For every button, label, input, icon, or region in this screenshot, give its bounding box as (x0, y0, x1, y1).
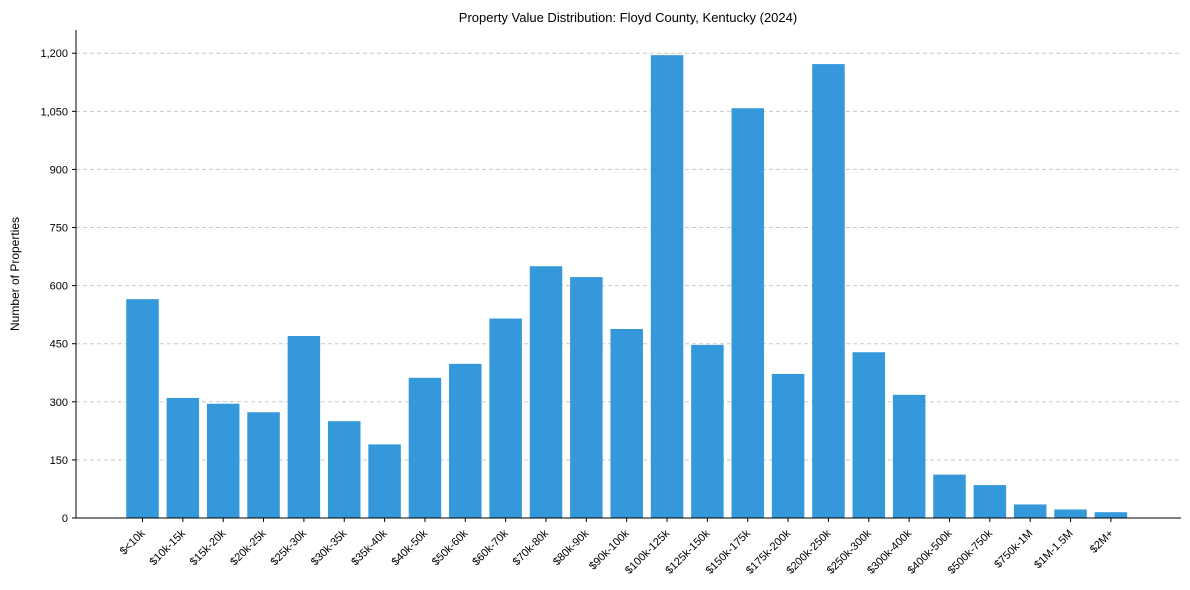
bar (1054, 509, 1087, 518)
bar (368, 444, 401, 518)
bar (126, 299, 159, 518)
x-tick-label: $70k-80k (511, 527, 552, 568)
y-tick-label: 450 (50, 339, 68, 351)
x-tick-label: $30k-35k (309, 527, 350, 568)
x-tick-label: $2M+ (1088, 528, 1116, 556)
x-tick-label: $25k-30k (269, 527, 310, 568)
bar (408, 377, 442, 518)
x-tick-label: $60k-70k (470, 527, 511, 568)
bar (287, 335, 321, 518)
y-tick-label: 600 (50, 281, 68, 293)
x-ticks: $<10k $10k-15k $15k-20k $20k-25k $25k-30k $30… (118, 518, 1116, 577)
x-tick-label: $50k-60k (430, 527, 471, 568)
x-tick-label: $35k-40k (349, 527, 390, 568)
bar (852, 352, 886, 518)
y-tick-label: 900 (50, 164, 68, 176)
x-tick-label: $15k-20k (188, 527, 229, 568)
bar (529, 266, 563, 518)
bars (126, 55, 1128, 519)
y-tick-label: 750 (50, 223, 68, 235)
y-tick-label: 300 (50, 397, 68, 409)
bar (771, 373, 805, 518)
y-tick-label: 1,050 (40, 106, 68, 118)
x-tick-label: $500k-750k (946, 527, 995, 576)
bar (570, 277, 603, 518)
y-axis-label: Number of Properties (8, 217, 22, 331)
bar (691, 344, 724, 518)
y-tick-label: 0 (62, 513, 68, 525)
bar (610, 328, 643, 518)
bar (449, 363, 482, 518)
x-tick-label: $10k-15k (147, 527, 188, 568)
bar (206, 403, 240, 518)
bar (812, 64, 845, 518)
y-ticks: 0 150 300 450 600 750 900 1,050 1,200 (40, 48, 76, 525)
x-tick-label: $<10k (118, 527, 148, 557)
y-tick-label: 150 (50, 455, 68, 467)
bar (328, 421, 361, 518)
bar (973, 485, 1007, 518)
bar (166, 397, 200, 518)
y-tick-label: 1,200 (40, 48, 68, 60)
bar (933, 474, 966, 518)
bar (1013, 504, 1047, 518)
bar (1094, 512, 1128, 518)
bar (731, 108, 764, 518)
x-tick-label: $20k-25k (228, 527, 269, 568)
bar (489, 318, 522, 518)
chart-title: Property Value Distribution: Floyd Count… (459, 10, 797, 25)
x-tick-label: $1M-1.5M (1032, 528, 1076, 572)
bar (892, 394, 926, 518)
x-tick-label: $40k-50k (390, 527, 431, 568)
x-tick-label: $750k-1M (992, 528, 1035, 571)
bar (650, 55, 684, 519)
grid-lines (76, 52, 1181, 461)
x-tick-label: $80k-90k (551, 527, 592, 568)
bar (247, 412, 280, 518)
